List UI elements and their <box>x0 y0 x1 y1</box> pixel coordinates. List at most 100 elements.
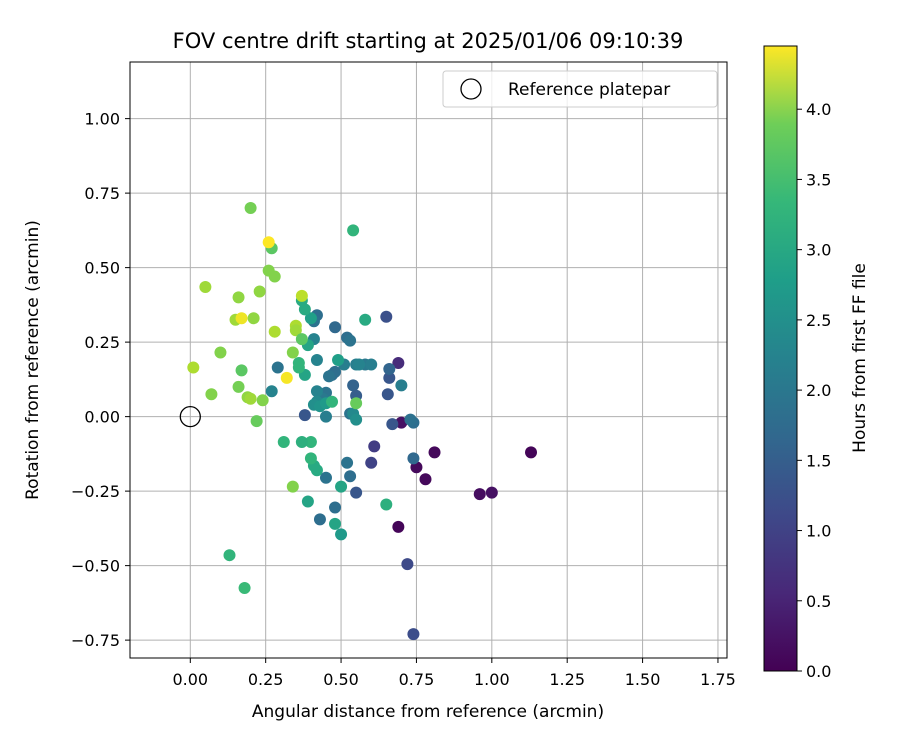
data-point <box>298 409 311 422</box>
data-point <box>392 356 405 369</box>
data-point <box>292 356 305 369</box>
data-point <box>271 361 284 374</box>
data-point <box>313 513 326 526</box>
data-point <box>485 486 498 499</box>
data-point <box>525 446 538 459</box>
data-point <box>365 456 378 469</box>
data-point <box>244 392 257 405</box>
colorbar-tick-label: 3.5 <box>806 170 831 189</box>
y-tick-label: −0.75 <box>71 631 120 650</box>
data-point <box>392 520 405 533</box>
data-point <box>286 346 299 359</box>
data-point <box>295 435 308 448</box>
axis-ticks: 0.00 0.25 0.50 0.75 1.00 1.25 1.50 1.75 −0.75 −0.… <box>71 110 736 689</box>
legend: Reference platepar <box>442 70 718 108</box>
data-point <box>247 312 260 325</box>
data-point <box>323 370 335 383</box>
data-point <box>256 394 269 407</box>
colorbar-tick-label: 1.0 <box>806 522 831 541</box>
data-point <box>344 470 357 483</box>
colorbar-label: Hours from first FF file <box>850 263 870 453</box>
y-tick-label: 0.50 <box>84 259 120 278</box>
data-point <box>383 371 396 384</box>
x-tick-label: 0.75 <box>399 670 435 689</box>
data-point <box>304 312 317 325</box>
data-point <box>353 358 366 371</box>
data-point <box>232 380 245 393</box>
legend-marker-icon <box>460 78 482 100</box>
chart-title: FOV centre drift starting at 2025/01/06 … <box>173 29 684 53</box>
data-point <box>350 397 363 410</box>
reference-platepar-marker <box>179 405 201 428</box>
scatter-points <box>179 202 538 641</box>
data-point <box>277 435 290 448</box>
data-point <box>304 435 317 448</box>
colorbar-tick-label: 0.0 <box>806 662 831 681</box>
data-point <box>380 498 393 511</box>
colorbar-tick-label: 3.0 <box>806 241 831 260</box>
data-point <box>238 581 251 594</box>
data-point <box>350 413 363 426</box>
data-point <box>319 410 332 423</box>
data-point <box>335 528 348 541</box>
data-point <box>235 364 248 377</box>
legend-box <box>442 70 718 108</box>
data-point <box>329 517 342 530</box>
colorbar: 0.0 0.5 1.0 1.5 2.0 2.5 3.0 3.5 4.0 Hours from f… <box>763 45 870 681</box>
x-tick-label: 0.50 <box>323 670 359 689</box>
data-point <box>341 456 354 469</box>
data-point <box>253 285 266 298</box>
data-point <box>235 312 248 325</box>
data-point <box>214 346 227 359</box>
data-point <box>223 549 236 562</box>
data-point <box>244 202 257 215</box>
data-point <box>205 388 218 401</box>
data-point <box>329 501 342 514</box>
colorbar-tick-label: 4.0 <box>806 100 831 119</box>
data-point <box>419 473 432 486</box>
x-tick-label: 1.75 <box>700 670 736 689</box>
y-tick-label: 0.25 <box>84 333 120 352</box>
colorbar-ticks: 0.0 0.5 1.0 1.5 2.0 2.5 3.0 3.5 4.0 <box>797 100 831 681</box>
data-point <box>301 495 314 508</box>
data-point <box>380 310 393 323</box>
data-point <box>395 379 408 392</box>
data-point <box>304 452 317 465</box>
colorbar-tick-label: 0.5 <box>806 592 831 611</box>
data-point <box>199 280 212 293</box>
legend-label: Reference platepar <box>508 80 670 100</box>
data-point <box>381 388 394 401</box>
data-point <box>407 452 420 465</box>
x-tick-label: 0.25 <box>248 670 284 689</box>
colorbar-tick-label: 2.5 <box>806 311 831 330</box>
data-point <box>344 334 357 347</box>
data-point <box>232 291 245 304</box>
data-point <box>428 446 441 459</box>
y-tick-label: 0.00 <box>84 408 120 427</box>
data-point <box>280 371 293 384</box>
data-point <box>383 362 396 375</box>
data-point <box>386 418 399 431</box>
data-point <box>347 224 360 237</box>
data-point <box>250 415 263 428</box>
data-point <box>286 480 299 493</box>
data-point <box>310 354 323 366</box>
y-tick-label: 1.00 <box>84 110 120 129</box>
data-point <box>407 628 420 641</box>
x-tick-label: 1.00 <box>474 670 510 689</box>
data-point <box>365 358 378 371</box>
data-point <box>262 264 275 277</box>
data-point <box>350 486 363 499</box>
y-tick-label: −0.50 <box>71 557 120 576</box>
data-point <box>262 236 275 249</box>
data-point <box>319 471 332 484</box>
data-point <box>395 416 408 429</box>
y-tick-label: −0.25 <box>71 482 120 501</box>
x-tick-label: 0.00 <box>172 670 208 689</box>
y-tick-label: 0.75 <box>84 184 120 203</box>
data-point <box>187 361 200 374</box>
data-point <box>347 379 360 392</box>
colorbar-tick-label: 2.0 <box>806 381 831 400</box>
data-point <box>289 324 302 337</box>
